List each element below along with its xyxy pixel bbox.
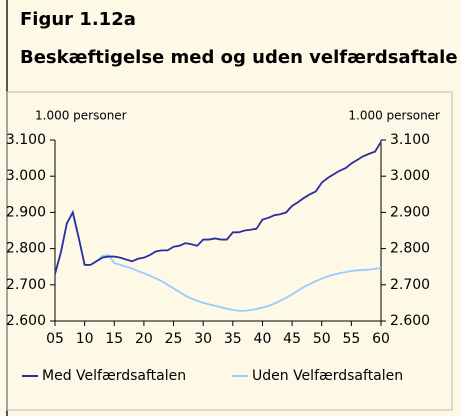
x-tick-label: 15: [105, 331, 123, 347]
y2-tick-label: 2.600: [390, 313, 430, 329]
x-tick-label: 45: [283, 331, 301, 347]
chart-frame: [6, 91, 453, 411]
y-tick-label: 2.700: [6, 277, 46, 293]
y2-axis-label: 1.000 personer: [348, 109, 440, 123]
x-tick-label: 20: [135, 331, 153, 347]
x-tick-label: 10: [76, 331, 94, 347]
y2-tick-label: 3.100: [390, 132, 430, 148]
data-line: [54, 141, 382, 275]
x-tick-label: 05: [46, 331, 64, 347]
figure-label: Figur 1.12a: [20, 9, 136, 30]
legend-label: Med Velfærdsaftalen: [42, 368, 186, 384]
x-tick-label: 25: [165, 331, 183, 347]
y2-tick-label: 2.700: [390, 277, 430, 293]
y-tick-label: 2.800: [6, 241, 46, 257]
y2-tick-label: 2.800: [390, 241, 430, 257]
y-tick-label: 2.600: [6, 313, 46, 329]
chart-title: Beskæftigelse med og uden velfærdsaftale: [20, 47, 458, 68]
x-tick-label: 60: [372, 331, 390, 347]
x-tick-label: 55: [342, 331, 360, 347]
x-tick-label: 35: [224, 331, 242, 347]
y-tick-label: 2.900: [6, 204, 46, 220]
x-tick-label: 30: [194, 331, 212, 347]
y-tick-label: 3.000: [6, 168, 46, 184]
data-line: [54, 209, 382, 312]
x-tick-label: 50: [313, 331, 331, 347]
y2-tick-label: 2.900: [390, 204, 430, 220]
legend-label: Uden Velfærdsaftalen: [252, 368, 403, 384]
y-tick-label: 3.100: [6, 132, 46, 148]
y2-tick-label: 3.000: [390, 168, 430, 184]
y-axis-label: 1.000 personer: [35, 109, 127, 123]
x-tick-label: 40: [254, 331, 272, 347]
